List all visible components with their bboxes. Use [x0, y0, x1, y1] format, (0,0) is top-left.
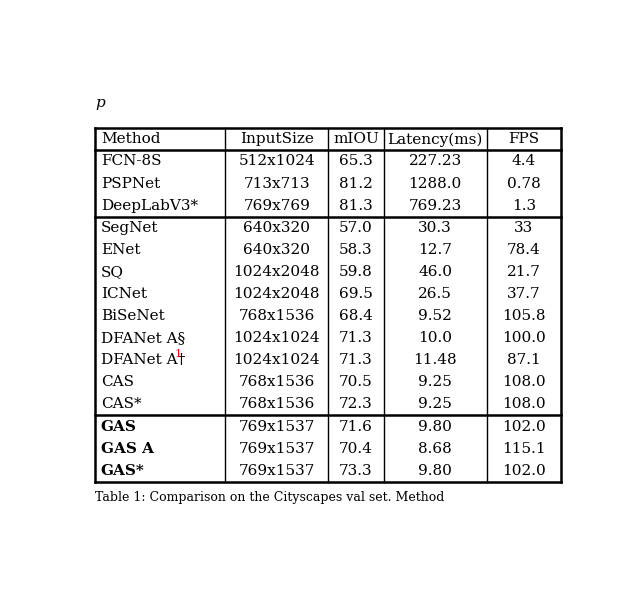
- Text: 1: 1: [174, 349, 181, 359]
- Text: PSPNet: PSPNet: [101, 176, 160, 190]
- Text: 12.7: 12.7: [419, 243, 452, 257]
- Text: 9.25: 9.25: [419, 397, 452, 411]
- Text: 1024x2048: 1024x2048: [234, 265, 320, 279]
- Text: 10.0: 10.0: [418, 331, 452, 345]
- Text: GAS A: GAS A: [101, 442, 154, 455]
- Text: SegNet: SegNet: [101, 220, 158, 235]
- Text: 26.5: 26.5: [419, 287, 452, 301]
- Text: 59.8: 59.8: [339, 265, 373, 279]
- Text: 769x1537: 769x1537: [239, 464, 315, 478]
- Text: 1024x1024: 1024x1024: [234, 353, 320, 367]
- Text: 640x320: 640x320: [243, 220, 310, 235]
- Text: 8.68: 8.68: [419, 442, 452, 455]
- Text: 81.2: 81.2: [339, 176, 373, 190]
- Text: 33: 33: [514, 220, 534, 235]
- Text: 1.3: 1.3: [512, 199, 536, 213]
- Text: 100.0: 100.0: [502, 331, 546, 345]
- Text: DFANet A†: DFANet A†: [101, 353, 185, 367]
- Text: Table 1: Comparison on the Cityscapes val set. Method: Table 1: Comparison on the Cityscapes va…: [95, 491, 444, 504]
- Text: ICNet: ICNet: [101, 287, 147, 301]
- Text: 768x1536: 768x1536: [239, 397, 315, 411]
- Text: 102.0: 102.0: [502, 420, 546, 434]
- Text: 1024x2048: 1024x2048: [234, 287, 320, 301]
- Text: 512x1024: 512x1024: [238, 155, 315, 169]
- Text: GAS*: GAS*: [101, 464, 145, 478]
- Text: 73.3: 73.3: [339, 464, 372, 478]
- Text: FPS: FPS: [508, 132, 540, 146]
- Text: p: p: [95, 95, 104, 110]
- Text: 1024x1024: 1024x1024: [234, 331, 320, 345]
- Text: 769x1537: 769x1537: [239, 420, 315, 434]
- Text: 69.5: 69.5: [339, 287, 373, 301]
- Text: 46.0: 46.0: [418, 265, 452, 279]
- Text: 768x1536: 768x1536: [239, 309, 315, 323]
- Text: DeepLabV3*: DeepLabV3*: [101, 199, 198, 213]
- Text: mIOU: mIOU: [333, 132, 379, 146]
- Text: Latency(ms): Latency(ms): [388, 132, 483, 147]
- Text: 70.5: 70.5: [339, 375, 373, 390]
- Text: 115.1: 115.1: [502, 442, 546, 455]
- Text: 11.48: 11.48: [413, 353, 457, 367]
- Text: 9.52: 9.52: [419, 309, 452, 323]
- Text: 72.3: 72.3: [339, 397, 373, 411]
- Text: CAS*: CAS*: [101, 397, 141, 411]
- Text: ENet: ENet: [101, 243, 140, 257]
- Text: GAS: GAS: [101, 420, 137, 434]
- Text: 108.0: 108.0: [502, 397, 546, 411]
- Text: 4.4: 4.4: [512, 155, 536, 169]
- Text: 57.0: 57.0: [339, 220, 373, 235]
- Text: 768x1536: 768x1536: [239, 375, 315, 390]
- Text: 71.3: 71.3: [339, 331, 373, 345]
- Text: 78.4: 78.4: [507, 243, 541, 257]
- Text: 65.3: 65.3: [339, 155, 373, 169]
- Text: 21.7: 21.7: [507, 265, 541, 279]
- Text: 70.4: 70.4: [339, 442, 373, 455]
- Text: BiSeNet: BiSeNet: [101, 309, 164, 323]
- Text: FCN-8S: FCN-8S: [101, 155, 161, 169]
- Text: 0.78: 0.78: [507, 176, 541, 190]
- Text: 713x713: 713x713: [243, 176, 310, 190]
- Text: 9.25: 9.25: [419, 375, 452, 390]
- Text: 105.8: 105.8: [502, 309, 545, 323]
- Text: 108.0: 108.0: [502, 375, 546, 390]
- Text: 71.3: 71.3: [339, 353, 373, 367]
- Text: 68.4: 68.4: [339, 309, 373, 323]
- Text: 81.3: 81.3: [339, 199, 373, 213]
- Text: 37.7: 37.7: [507, 287, 541, 301]
- Text: 102.0: 102.0: [502, 464, 546, 478]
- Text: InputSize: InputSize: [240, 132, 314, 146]
- Text: 87.1: 87.1: [507, 353, 541, 367]
- Text: 640x320: 640x320: [243, 243, 310, 257]
- Text: 9.80: 9.80: [419, 464, 452, 478]
- Text: 227.23: 227.23: [408, 155, 462, 169]
- Text: 769x1537: 769x1537: [239, 442, 315, 455]
- Text: 9.80: 9.80: [419, 420, 452, 434]
- Text: 71.6: 71.6: [339, 420, 373, 434]
- Text: CAS: CAS: [101, 375, 134, 390]
- Text: Method: Method: [101, 132, 161, 146]
- Text: 58.3: 58.3: [339, 243, 372, 257]
- Text: 769x769: 769x769: [243, 199, 310, 213]
- Text: 1288.0: 1288.0: [408, 176, 462, 190]
- Text: DFANet A§: DFANet A§: [101, 331, 185, 345]
- Text: 30.3: 30.3: [419, 220, 452, 235]
- Text: 769.23: 769.23: [408, 199, 462, 213]
- Text: SQ: SQ: [101, 265, 124, 279]
